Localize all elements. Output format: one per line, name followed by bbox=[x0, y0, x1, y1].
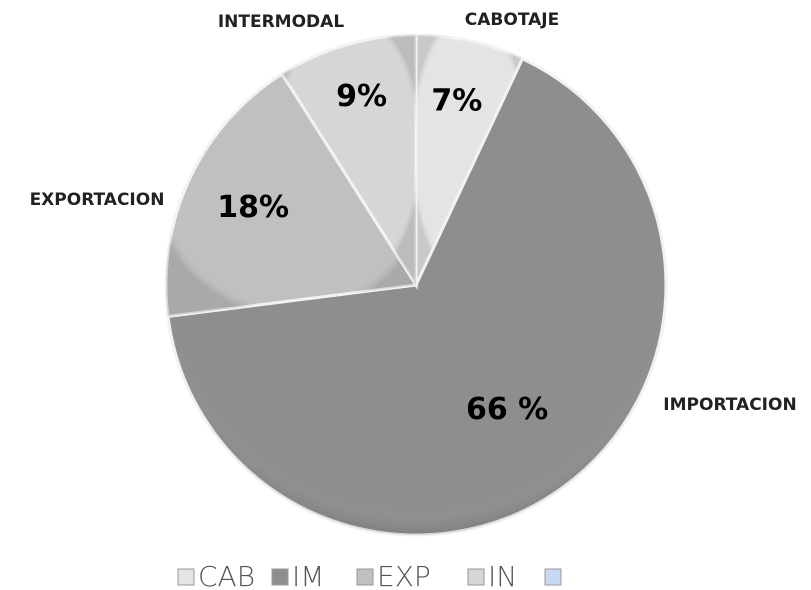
slice-shade bbox=[167, 58, 667, 535]
legend-swatch bbox=[544, 568, 562, 586]
category-label: CABOTAJE bbox=[465, 10, 559, 30]
legend-swatch bbox=[467, 568, 485, 586]
category-label: INTERMODAL bbox=[218, 12, 344, 32]
legend-swatch bbox=[356, 568, 374, 586]
legend-label: IN bbox=[488, 560, 517, 590]
slice-shade bbox=[282, 35, 416, 285]
legend-label: IM bbox=[292, 560, 324, 590]
value-label: 7% bbox=[431, 84, 482, 119]
legend-label: EXP bbox=[377, 560, 431, 590]
legend-swatch bbox=[177, 568, 195, 586]
value-label: 66 % bbox=[466, 392, 548, 427]
slice-shade bbox=[166, 73, 416, 317]
value-label: 18% bbox=[217, 190, 289, 225]
value-label: 9% bbox=[336, 79, 387, 114]
legend-swatch bbox=[271, 568, 289, 586]
category-label: EXPORTACION bbox=[30, 190, 165, 210]
category-label: IMPORTACION bbox=[663, 395, 796, 415]
slice-shade bbox=[416, 35, 523, 285]
legend-label: CAB bbox=[198, 560, 255, 590]
